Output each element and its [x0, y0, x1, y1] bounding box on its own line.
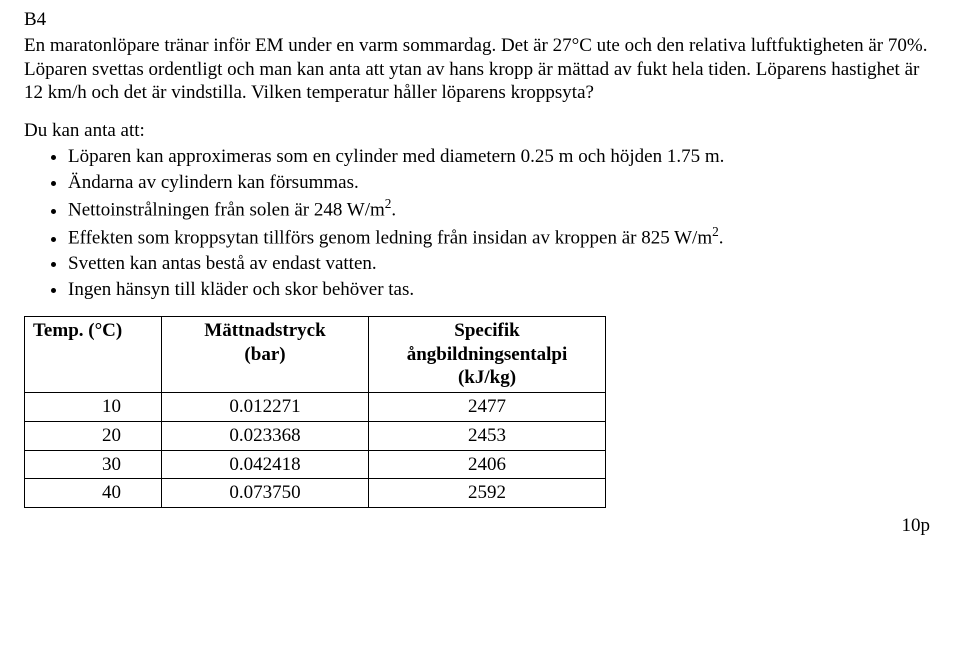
bullet-suffix: . — [391, 200, 396, 221]
table-row: 40 0.073750 2592 — [25, 479, 606, 508]
assumptions-list: Löparen kan approximeras som en cylinder… — [24, 145, 936, 302]
cell-pressure: 0.042418 — [162, 450, 369, 479]
cell-temp: 20 — [25, 421, 162, 450]
bullet-text: Ingen hänsyn till kläder och skor behöve… — [68, 279, 414, 300]
cell-temp: 40 — [25, 479, 162, 508]
list-item: Ändarna av cylindern kan försummas. — [68, 171, 936, 195]
list-item: Ingen hänsyn till kläder och skor behöve… — [68, 278, 936, 302]
cell-pressure: 0.073750 — [162, 479, 369, 508]
bullet-text: Löparen kan approximeras som en cylinder… — [68, 146, 724, 167]
table-row: 30 0.042418 2406 — [25, 450, 606, 479]
list-item: Löparen kan approximeras som en cylinder… — [68, 145, 936, 169]
list-item: Effekten som kroppsytan tillförs genom l… — [68, 224, 936, 250]
assumptions-lead: Du kan anta att: — [24, 119, 936, 143]
bullet-text: Effekten som kroppsytan tillförs genom l… — [68, 228, 712, 249]
bullet-suffix: . — [719, 228, 724, 249]
table-header-row: Temp. (°C) Mättnadstryck (bar) Specifik … — [25, 316, 606, 392]
superscript-2: 2 — [712, 224, 719, 239]
list-item: Svetten kan antas bestå av endast vatten… — [68, 252, 936, 276]
cell-enthalpy: 2592 — [369, 479, 606, 508]
data-table: Temp. (°C) Mättnadstryck (bar) Specifik … — [24, 316, 606, 508]
list-item: Nettoinstrålningen från solen är 248 W/m… — [68, 196, 936, 222]
problem-label: B4 — [24, 8, 936, 32]
cell-pressure: 0.023368 — [162, 421, 369, 450]
col-header-temp: Temp. (°C) — [25, 316, 162, 392]
cell-enthalpy: 2406 — [369, 450, 606, 479]
table-row: 20 0.023368 2453 — [25, 421, 606, 450]
cell-pressure: 0.012271 — [162, 393, 369, 422]
data-table-wrap: Temp. (°C) Mättnadstryck (bar) Specifik … — [24, 316, 936, 508]
cell-temp: 30 — [25, 450, 162, 479]
problem-intro: En maratonlöpare tränar inför EM under e… — [24, 34, 936, 105]
col-header-pressure: Mättnadstryck (bar) — [162, 316, 369, 392]
points-label: 10p — [24, 514, 936, 538]
bullet-text: Svetten kan antas bestå av endast vatten… — [68, 253, 377, 274]
cell-enthalpy: 2453 — [369, 421, 606, 450]
bullet-text: Ändarna av cylindern kan försummas. — [68, 172, 359, 193]
cell-temp: 10 — [25, 393, 162, 422]
cell-enthalpy: 2477 — [369, 393, 606, 422]
table-row: 10 0.012271 2477 — [25, 393, 606, 422]
bullet-text: Nettoinstrålningen från solen är 248 W/m — [68, 200, 385, 221]
col-header-enthalpy: Specifik ångbildningsentalpi (kJ/kg) — [369, 316, 606, 392]
